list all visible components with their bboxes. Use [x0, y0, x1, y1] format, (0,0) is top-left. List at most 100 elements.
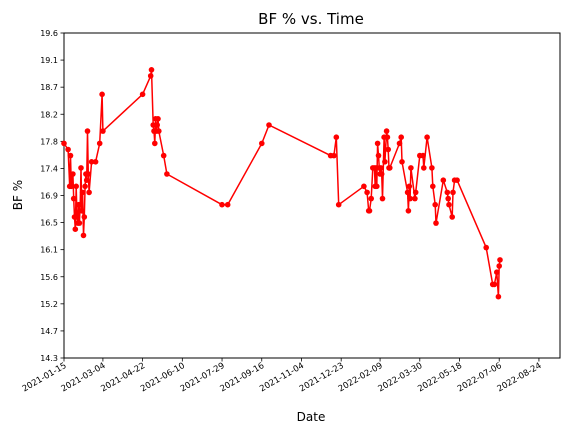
data-point — [440, 177, 447, 183]
y-tick-label: 14.3 — [40, 354, 58, 363]
data-point — [155, 116, 161, 122]
y-tick-label: 17.8 — [40, 137, 58, 146]
chart-title: BF % vs. Time — [258, 10, 364, 28]
data-point — [383, 128, 390, 134]
x-tick-label: 2022-05-18 — [416, 361, 464, 394]
data-point — [408, 165, 414, 171]
x-tick-label: 2021-03-04 — [60, 361, 108, 394]
data-point — [84, 128, 91, 134]
data-point — [73, 183, 79, 190]
data-point — [148, 67, 155, 73]
data-point — [375, 152, 382, 159]
data-point — [335, 201, 342, 208]
x-tick-label: 2022-08-24 — [496, 361, 544, 394]
data-point — [385, 146, 392, 153]
data-point — [494, 269, 500, 276]
data-point — [399, 159, 405, 165]
data-point — [449, 214, 456, 220]
data-point — [379, 195, 386, 202]
data-point — [100, 128, 106, 134]
data-point — [374, 183, 380, 190]
series-line — [63, 69, 501, 298]
data-point — [433, 220, 439, 226]
data-point — [67, 152, 74, 159]
data-point — [398, 134, 405, 140]
y-tick-label: 19.1 — [40, 56, 58, 65]
y-tick-label: 18.2 — [40, 110, 58, 119]
y-axis: 14.3 14.7 15.2 15.6 16.1 16.5 16.9 17.4 17.8 18.2… — [40, 29, 64, 363]
data-point — [368, 195, 375, 202]
x-tick-label: 2021-07-29 — [179, 361, 227, 394]
y-tick-label: 15.2 — [40, 300, 58, 309]
data-point — [82, 183, 88, 190]
data-point — [150, 122, 156, 128]
data-point — [72, 226, 79, 232]
data-point — [65, 146, 71, 153]
x-axis-label: Date — [297, 410, 326, 424]
y-tick-label: 16.1 — [40, 246, 58, 255]
plot-frame — [63, 32, 561, 359]
data-point — [68, 183, 75, 190]
data-point — [382, 159, 388, 165]
data-point — [88, 159, 95, 165]
data-point — [61, 140, 67, 147]
data-point — [266, 122, 272, 128]
x-tick-label: 2021-09-16 — [218, 361, 266, 394]
data-point — [374, 140, 381, 147]
data-point — [450, 189, 456, 196]
data-point — [444, 189, 451, 196]
y-tick-label: 17.4 — [40, 164, 58, 173]
data-point — [77, 201, 83, 208]
x-tick-label: 2021-11-04 — [258, 361, 306, 394]
data-point — [432, 201, 439, 208]
data-point — [74, 214, 80, 220]
data-point — [412, 189, 419, 196]
y-tick-label: 19.6 — [40, 29, 58, 38]
data-point — [164, 171, 170, 177]
x-tick-label: 2022-03-30 — [377, 361, 425, 394]
data-point — [361, 183, 367, 190]
data-point — [70, 195, 77, 202]
data-point — [491, 281, 498, 288]
data-point — [152, 140, 158, 147]
data-point — [333, 134, 340, 140]
data-point — [366, 208, 373, 214]
y-tick-label: 15.6 — [40, 273, 58, 282]
data-point — [407, 195, 413, 202]
data-point — [445, 195, 452, 202]
data-point — [429, 165, 435, 171]
x-axis: 2021-01-152021-03-042021-04-222021-06-10… — [21, 358, 544, 394]
data-point — [496, 263, 503, 269]
data-point — [96, 140, 103, 147]
data-point — [259, 140, 265, 147]
data-point — [79, 189, 86, 196]
data-point — [160, 152, 167, 159]
y-tick-label: 18.7 — [40, 83, 58, 92]
data-point — [331, 152, 337, 159]
data-point — [405, 208, 412, 214]
data-point — [446, 201, 452, 208]
data-point — [495, 293, 502, 300]
data-point — [406, 183, 413, 190]
data-point — [387, 165, 393, 171]
data-point — [139, 91, 146, 98]
data-point — [378, 171, 385, 177]
data-point — [421, 165, 427, 171]
data-point — [70, 171, 76, 177]
x-tick-label: 2022-02-09 — [337, 361, 385, 394]
data-point — [420, 152, 426, 159]
data-point — [378, 165, 384, 171]
data-point — [364, 189, 370, 196]
data-point — [99, 91, 105, 98]
y-tick-label: 16.5 — [40, 219, 58, 228]
data-point — [224, 201, 231, 208]
data-series — [61, 67, 503, 300]
data-point — [85, 171, 92, 177]
data-point — [86, 189, 92, 196]
data-point — [78, 165, 84, 171]
data-point — [454, 177, 460, 183]
x-tick-label: 2022-07-06 — [456, 361, 504, 394]
data-point — [83, 177, 90, 183]
data-point — [430, 183, 436, 190]
